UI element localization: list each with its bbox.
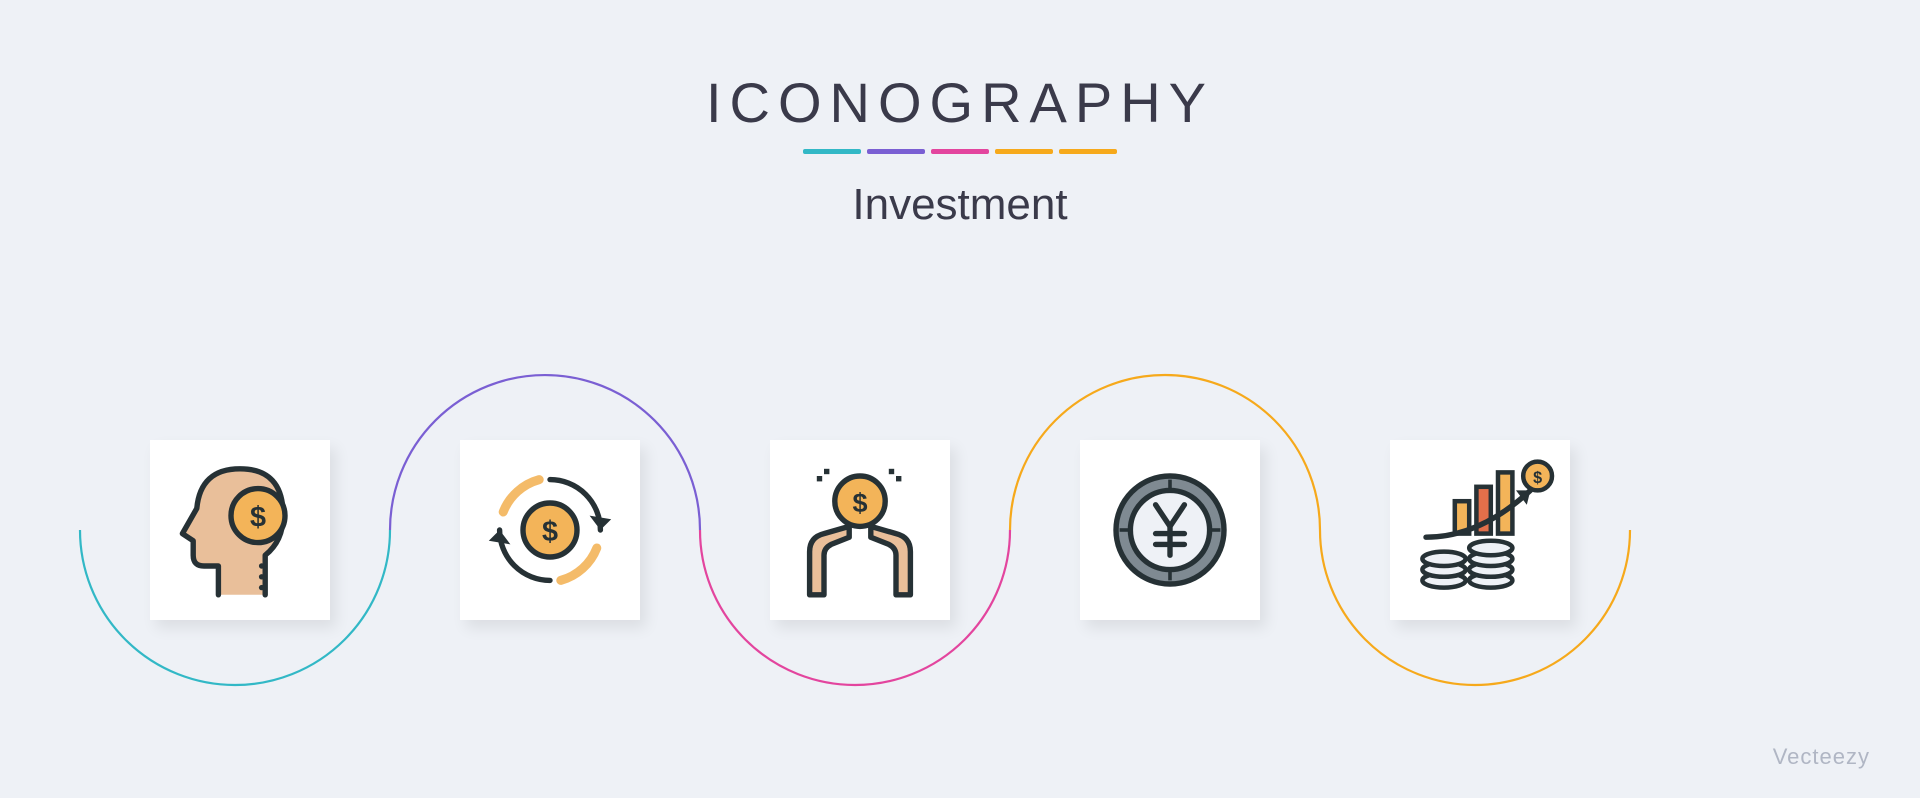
svg-text:$: $ bbox=[250, 501, 266, 533]
icon-card: $ bbox=[770, 440, 950, 620]
subtitle-text: Investment bbox=[0, 180, 1920, 230]
brand-text: ICONOGRAPHY bbox=[0, 70, 1920, 135]
icon-card: $ bbox=[150, 440, 330, 620]
underline-seg bbox=[931, 149, 989, 154]
money-cycle-icon: $ bbox=[460, 440, 640, 620]
underline-seg bbox=[803, 149, 861, 154]
brand-underline bbox=[0, 149, 1920, 154]
icon-card: $ bbox=[1390, 440, 1570, 620]
icon-stage: $ $ $ bbox=[50, 310, 1870, 750]
head-money-icon: $ bbox=[150, 440, 330, 620]
yen-coin-icon bbox=[1080, 440, 1260, 620]
svg-text:$: $ bbox=[1533, 469, 1542, 487]
underline-seg bbox=[995, 149, 1053, 154]
icon-card bbox=[1080, 440, 1260, 620]
svg-text:$: $ bbox=[852, 488, 867, 518]
underline-seg bbox=[1059, 149, 1117, 154]
underline-seg bbox=[867, 149, 925, 154]
icon-card: $ bbox=[460, 440, 640, 620]
growth-chart-icon: $ bbox=[1390, 440, 1570, 620]
header: ICONOGRAPHY Investment bbox=[0, 70, 1920, 230]
svg-text:$: $ bbox=[542, 516, 558, 548]
watermark: Vecteezy bbox=[1773, 744, 1870, 770]
hands-coin-icon: $ bbox=[770, 440, 950, 620]
